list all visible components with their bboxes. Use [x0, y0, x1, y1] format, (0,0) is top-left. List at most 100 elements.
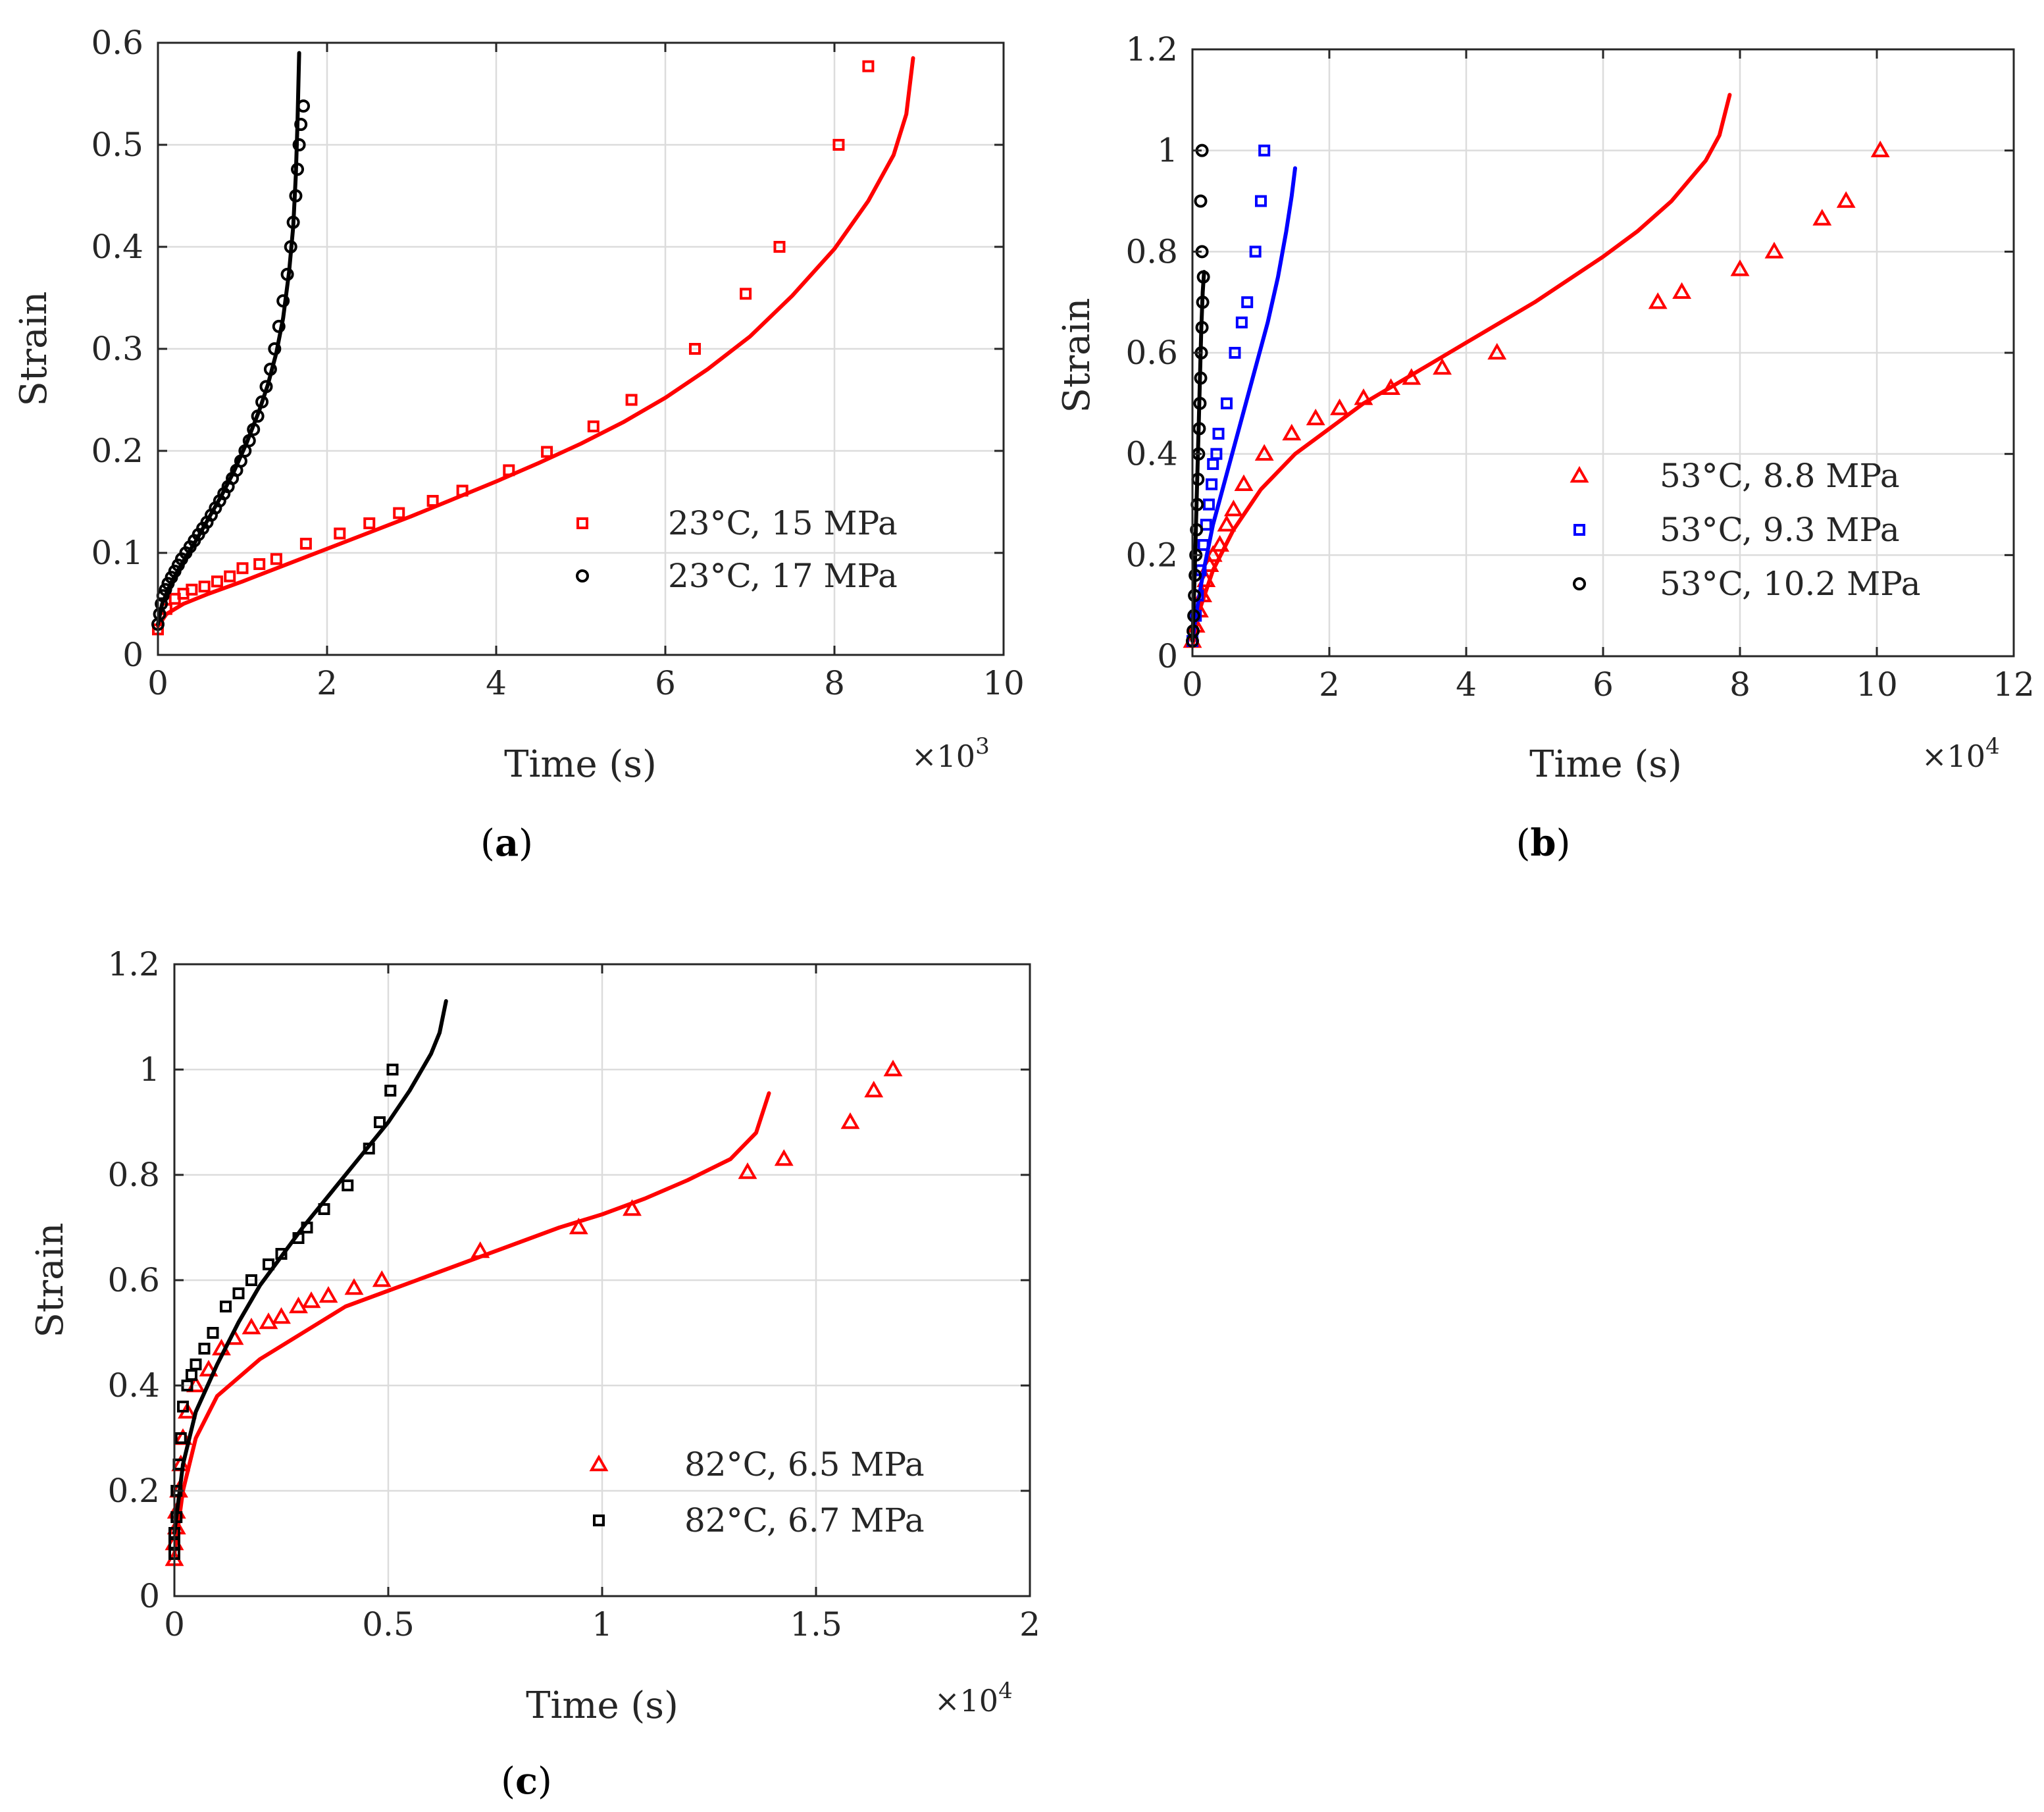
legend-label: 53°C, 10.2 MPa [1660, 565, 1921, 603]
data-point [1870, 140, 1890, 157]
chart-a-legend: 23°C, 15 MPa 23°C, 17 MPa [576, 504, 898, 595]
x-tick-label: 2 [317, 664, 338, 702]
data-point [1217, 515, 1237, 532]
chart-b-panel-label: (b) [1516, 821, 1571, 865]
data-point [245, 1274, 257, 1286]
data-point [198, 1343, 211, 1355]
data-point [319, 1285, 338, 1303]
chart-c-grid [174, 964, 1030, 1596]
chart-a-x-multiplier: ×103 [911, 733, 990, 774]
x-tick-label: 1 [592, 1605, 613, 1644]
data-point [224, 570, 236, 582]
x-tick-label: 2 [1019, 1605, 1040, 1644]
model-curve [156, 56, 915, 629]
data-point [1197, 538, 1210, 551]
data-point [301, 1291, 321, 1308]
data-point [1234, 474, 1254, 492]
legend-marker [576, 569, 589, 582]
model-curve [172, 1091, 771, 1556]
data-point [207, 1327, 219, 1339]
chart-c-x-multiplier: ×104 [934, 1678, 1013, 1719]
data-point [625, 394, 638, 406]
legend-label: 53°C, 9.3 MPa [1660, 511, 1900, 549]
y-tick-label: 0.2 [91, 432, 143, 470]
data-point [1487, 342, 1507, 360]
data-point [253, 558, 266, 571]
chart-a-y-axis-label: Strain [13, 292, 55, 407]
data-point [299, 538, 312, 550]
data-point [275, 1248, 288, 1260]
data-point [1223, 500, 1243, 517]
x-tick-label: 0 [164, 1605, 185, 1644]
y-tick-label: 1.2 [1125, 30, 1178, 68]
data-point [393, 507, 405, 519]
legend-label: 82°C, 6.5 MPa [684, 1445, 925, 1484]
y-tick-label: 0.8 [1125, 232, 1178, 271]
data-point [174, 1432, 187, 1444]
data-point [1354, 388, 1373, 405]
y-tick-label: 0.6 [1125, 334, 1178, 372]
data-point [186, 583, 198, 596]
data-point [1206, 478, 1218, 490]
x-tick-label: 1.5 [790, 1605, 842, 1644]
data-point [384, 1085, 397, 1097]
model-curve [172, 999, 448, 1535]
data-point [236, 562, 249, 575]
data-point [1836, 191, 1856, 208]
x-tick-label: 0.5 [362, 1605, 415, 1644]
chart-b-x-multiplier: ×104 [1922, 733, 2000, 774]
data-point [386, 1064, 399, 1075]
x-tick-label: 8 [824, 664, 845, 702]
data-point [1241, 296, 1254, 309]
data-point [1196, 270, 1210, 284]
data-point [289, 189, 303, 203]
data-point [773, 241, 786, 253]
data-point [263, 1258, 274, 1270]
data-point [259, 380, 273, 394]
data-point [1433, 358, 1452, 375]
chart-b-ticks: 0 2 4 6 8 10 12 0 0.2 0.4 0.6 0.8 1 1.2 [1125, 30, 2034, 704]
data-point [292, 138, 306, 151]
x-tick-label: 10 [1856, 665, 1898, 704]
data-point [587, 420, 600, 432]
chart-c: 0 0.5 1 1.5 2 0 0.2 0.4 0.6 0.8 1 1.2 Time (s) Stra… [29, 945, 1040, 1803]
data-point [259, 1312, 278, 1330]
model-curve [1190, 93, 1732, 648]
data-point [1202, 498, 1215, 511]
data-point [166, 1517, 186, 1535]
data-point [170, 1511, 183, 1523]
y-tick-label: 0.6 [91, 24, 143, 62]
data-point [344, 1278, 364, 1295]
data-point [276, 294, 290, 308]
y-tick-label: 0 [122, 636, 143, 674]
data-point [280, 267, 294, 281]
data-point [232, 1287, 245, 1299]
chart-c-y-axis-label: Strain [29, 1223, 72, 1338]
chart-b-x-axis-label: Time (s) [1529, 743, 1682, 786]
data-point [1254, 444, 1274, 461]
data-point [1330, 398, 1350, 415]
data-point [342, 1179, 354, 1191]
model-curve [1190, 166, 1297, 643]
chart-b-y-axis-label: Strain [1056, 298, 1098, 413]
data-point [177, 1401, 189, 1412]
data-point [363, 517, 376, 530]
x-tick-label: 10 [983, 664, 1025, 702]
data-point [426, 494, 439, 507]
x-tick-label: 4 [1456, 665, 1477, 704]
data-point [292, 1232, 305, 1244]
data-point [1210, 534, 1230, 552]
data-point [1200, 519, 1212, 531]
data-point [263, 363, 277, 376]
x-tick-label: 6 [655, 664, 676, 702]
data-point [456, 484, 469, 497]
data-point [1210, 448, 1223, 460]
data-point [1812, 209, 1832, 226]
chart-a-panel-label: (a) [480, 821, 533, 865]
data-point [1194, 194, 1208, 208]
data-point [372, 1270, 392, 1287]
chart-a-x-axis-label: Time (s) [504, 743, 657, 786]
y-tick-label: 1 [139, 1050, 160, 1089]
data-point [294, 118, 308, 131]
data-point [1203, 545, 1223, 562]
